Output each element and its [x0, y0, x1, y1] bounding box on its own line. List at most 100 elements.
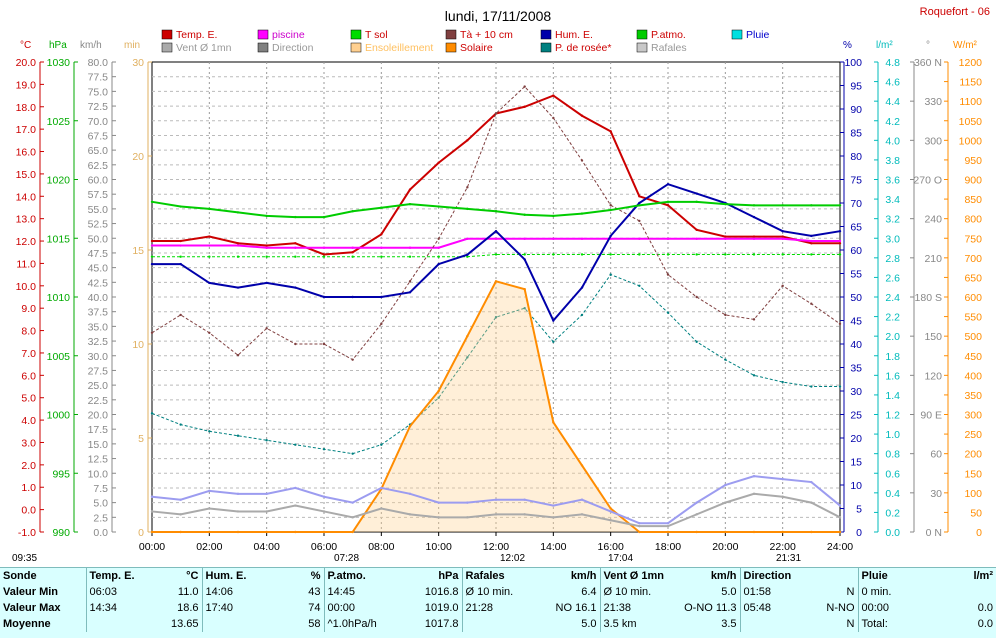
summary-cell — [938, 584, 996, 600]
rain-axis-label: 1.0 — [885, 429, 900, 441]
humidity-axis-label: 95 — [850, 81, 862, 93]
series-vent-1mn-point — [380, 507, 383, 510]
summary-cell — [201, 616, 272, 632]
rain-axis-label: 3.8 — [885, 155, 900, 167]
series-hum-e-point — [494, 230, 498, 233]
x-tick-label: 00:00 — [139, 541, 165, 553]
summary-cell: 74 — [308, 602, 321, 614]
series-p-atmo-point — [552, 214, 555, 218]
series-temp-e-point — [322, 253, 326, 256]
temp-axis-label: 8.0 — [21, 326, 36, 338]
rain-axis-label: 2.6 — [885, 272, 900, 284]
unit-pressure: hPa — [49, 40, 67, 51]
series-t-sol-point — [351, 255, 354, 258]
summary-cell: 00:00 — [857, 600, 938, 616]
series-hum-e-point — [552, 319, 555, 322]
rain-axis-label: 0.0 — [885, 527, 900, 539]
series-p-de-ros-e-point — [437, 396, 440, 399]
series-rafales-point — [810, 480, 813, 484]
series-temp-e-point — [580, 114, 584, 117]
series-p-atmo-point — [523, 213, 526, 216]
series-piscine-point — [752, 237, 756, 241]
series-p-atmo-point — [179, 205, 182, 208]
series-temp-e-point — [752, 235, 756, 238]
marker-left-time: 09:35 — [12, 553, 37, 564]
wind-axis-label: 57.5 — [88, 189, 109, 201]
solar-axis-label: 850 — [964, 194, 982, 206]
humidity-axis-label: 35 — [850, 363, 862, 375]
series-rafales-point — [580, 498, 584, 501]
series-p-atmo-point — [322, 215, 326, 219]
summary-cell: Valeur Max — [3, 602, 61, 614]
temp-axis-label: 20.0 — [16, 57, 37, 69]
solar-axis-label: 350 — [964, 390, 982, 402]
series-temp-e-point — [265, 244, 268, 247]
rain-axis-label: 3.6 — [885, 175, 900, 187]
series-hum-e-point — [752, 215, 756, 219]
solar-axis-label: 1050 — [959, 116, 983, 128]
wind-axis-label: 65.0 — [88, 145, 109, 157]
temp-axis-label: 6.0 — [21, 370, 36, 382]
summary-cell: Valeur Min — [3, 586, 59, 598]
series-temp-e-point — [838, 242, 842, 245]
pressure-axis-label: 1015 — [47, 233, 71, 245]
series-hum-e-point — [322, 295, 326, 299]
series-hum-e-point — [838, 230, 842, 233]
legend-swatch — [636, 42, 648, 53]
series-temp-e-point — [466, 139, 469, 142]
legend-swatch — [540, 42, 552, 53]
series-vent-1mn-point — [666, 524, 670, 528]
wind-axis-label: 62.5 — [88, 160, 109, 172]
series-vent-1mn-point — [752, 492, 756, 496]
series-solaire-point — [609, 507, 612, 510]
series-solaire-point — [408, 425, 412, 428]
summary-cell: N — [846, 618, 855, 630]
series-rafales-point — [179, 498, 182, 501]
series-solaire-point — [236, 530, 240, 534]
pressure-axis-label: 1020 — [47, 175, 71, 187]
summary-cell: 05:48 — [739, 600, 814, 616]
summary-cell: km/h — [710, 570, 737, 582]
series-vent-1mn-point — [322, 510, 326, 513]
rain-axis-label: 4.8 — [885, 57, 900, 69]
series-vent-1mn-point — [265, 510, 268, 513]
series-t-sol-point — [236, 255, 240, 258]
series-t-sol-point — [265, 255, 268, 258]
series-solaire-point — [695, 530, 698, 534]
series-piscine-point — [208, 244, 211, 247]
series-temp-e-point — [638, 195, 641, 198]
solar-axis-label: 1000 — [959, 135, 983, 147]
series-p-atmo-point — [380, 206, 383, 209]
series-p-atmo-point — [666, 200, 670, 204]
direction-axis-label: 120 — [924, 370, 942, 382]
series-rafales-point — [466, 501, 469, 504]
series-p-de-ros-e-point — [810, 385, 813, 388]
series-p-atmo-point — [609, 208, 612, 212]
humidity-axis-label: 50 — [850, 292, 862, 304]
series-solaire-point — [208, 530, 211, 534]
wind-axis-label: 72.5 — [88, 101, 109, 113]
summary-cell: Total: — [857, 616, 938, 632]
rain-axis-label: 1.4 — [885, 390, 900, 402]
series-piscine-point — [294, 246, 297, 249]
series-rafales-point — [695, 501, 698, 504]
unit-direction: ° — [926, 40, 930, 51]
legend-swatch — [350, 42, 362, 53]
wind-axis-label: 47.5 — [88, 248, 109, 260]
series-piscine-point — [150, 244, 154, 247]
series-vent-1mn-point — [580, 513, 584, 516]
legend-swatch — [161, 29, 173, 40]
humidity-axis-label: 65 — [850, 222, 862, 234]
series-p-de-ros-e-point — [695, 340, 698, 343]
series-p-atmo-point — [695, 200, 698, 204]
legend-swatch — [257, 29, 269, 40]
series-rafales-point — [351, 501, 354, 504]
wind-axis-label: 40.0 — [88, 292, 109, 304]
rain-axis-label: 2.0 — [885, 331, 900, 343]
series-solaire-point — [838, 530, 842, 534]
unit-rain: l/m² — [876, 40, 893, 51]
solar-axis-label: 300 — [964, 410, 982, 422]
temp-axis-label: 3.0 — [21, 437, 36, 449]
series-p-de-ros-e-point — [466, 356, 469, 359]
humidity-axis-label: 20 — [850, 433, 862, 445]
